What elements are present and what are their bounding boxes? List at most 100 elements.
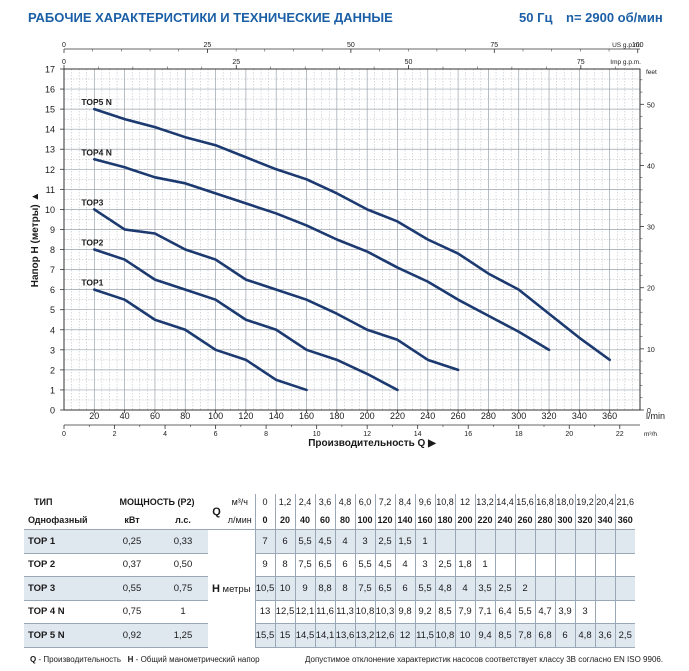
curve-top5-n bbox=[93, 107, 611, 362]
row-head-value: 8,8 bbox=[314, 576, 335, 601]
row-head-value: 8 bbox=[274, 553, 295, 577]
y-tick-label: 17 bbox=[45, 65, 55, 75]
speed-label: n= 2900 об/мин bbox=[566, 10, 663, 25]
q-m3h-value: 20,4 bbox=[594, 494, 615, 510]
subheader-hp: л.с. bbox=[158, 510, 208, 530]
q-m3h-value: 13,2 bbox=[474, 494, 495, 510]
q-m3h-value: 0 bbox=[254, 494, 275, 510]
us-gpm-unit-label: US g.p.m. bbox=[612, 42, 641, 49]
row-head-value bbox=[594, 553, 615, 577]
row-head-value bbox=[574, 529, 595, 554]
row-head-value: 9 bbox=[254, 553, 275, 577]
x-tick-label: 20 bbox=[89, 411, 99, 421]
row-head-value: 6 bbox=[394, 576, 415, 601]
y-tick-label: 5 bbox=[50, 305, 55, 315]
row-head-value: 8,5 bbox=[494, 623, 515, 648]
chart-grid bbox=[64, 69, 640, 410]
row-head-value bbox=[554, 553, 575, 577]
m3h-tick-label: 20 bbox=[565, 431, 573, 438]
row-power-kw: 0,75 bbox=[106, 600, 158, 624]
row-power-hp: 1 bbox=[158, 600, 208, 624]
footer-q-text: - Производительность bbox=[36, 655, 121, 664]
row-head-value bbox=[534, 576, 555, 601]
y-tick-label: 7 bbox=[50, 265, 55, 275]
header-power: МОЩНОСТЬ (P2) bbox=[119, 497, 195, 507]
feet-tick-label: 10 bbox=[647, 347, 655, 354]
x-tick-label: 60 bbox=[150, 411, 160, 421]
us-gpm-tick-label: 25 bbox=[204, 42, 212, 49]
q-lmin-value: 60 bbox=[314, 510, 335, 530]
q-m3h-value: 2,4 bbox=[294, 494, 315, 510]
curve-top3 bbox=[93, 208, 460, 372]
row-head-value bbox=[474, 529, 495, 554]
row-power-hp: 1,25 bbox=[158, 623, 208, 648]
feet-unit-label: feet bbox=[646, 69, 657, 76]
m3h-tick-label: 2 bbox=[113, 431, 117, 438]
m3h-tick-label: 12 bbox=[363, 431, 371, 438]
row-head-value: 3 bbox=[414, 553, 435, 577]
x-tick-label: 280 bbox=[481, 411, 496, 421]
us-gpm-tick-label: 75 bbox=[490, 42, 498, 49]
curve-label: TOP3 bbox=[81, 197, 103, 207]
y-tick-label: 9 bbox=[50, 225, 55, 235]
row-head-value: 12,1 bbox=[294, 600, 315, 624]
q-lmin-value: 40 bbox=[294, 510, 315, 530]
row-head-value: 7,8 bbox=[514, 623, 535, 648]
curve-top2 bbox=[93, 248, 399, 392]
row-head-value: 14,5 bbox=[294, 623, 315, 648]
x-tick-label: 160 bbox=[299, 411, 314, 421]
subheader-type: Однофазный bbox=[24, 510, 106, 530]
curve-label: TOP5 N bbox=[81, 97, 112, 107]
footer-h-text: - Общий манометрический напор bbox=[133, 655, 260, 664]
row-power-kw: 0,92 bbox=[106, 623, 158, 648]
table-row: TOP 1 0,25 0,33 H метры 7 6 5,5 4,5 4 3 2,5 1,5 1 bbox=[24, 529, 635, 647]
x-axis-title: Производительность Q ▶ bbox=[308, 438, 437, 449]
row-head-value: 11,6 bbox=[314, 600, 335, 624]
m3h-tick-label: 6 bbox=[214, 431, 218, 438]
y-tick-label: 16 bbox=[45, 85, 55, 95]
row-head-value: 6,8 bbox=[534, 623, 555, 648]
q-m3h-value: 14,4 bbox=[494, 494, 515, 510]
m3h-tick-label: 22 bbox=[616, 431, 624, 438]
table-row: TOP 2 0,37 0,50 9 8 7,5 6,5 6 5,5 4,5 4 3 2,5 1,8 1 bbox=[24, 553, 635, 577]
row-power-hp: 0,75 bbox=[158, 576, 208, 601]
row-head-value: 10 bbox=[454, 623, 475, 648]
row-head-value: 10 bbox=[274, 576, 295, 601]
y-tick-label: 11 bbox=[46, 185, 55, 195]
q-m3h-value: 6,0 bbox=[354, 494, 375, 510]
row-head-value: 2,5 bbox=[434, 553, 455, 577]
y-tick-label: 8 bbox=[50, 245, 55, 255]
q-lmin-value: 160 bbox=[414, 510, 435, 530]
x-tick-label: 180 bbox=[329, 411, 344, 421]
m3h-tick-label: 10 bbox=[313, 431, 321, 438]
x-tick-label: 320 bbox=[542, 411, 557, 421]
feet-tick-label: 20 bbox=[647, 286, 655, 293]
q-lmin-value: 220 bbox=[474, 510, 495, 530]
row-model-name: TOP 1 bbox=[24, 529, 106, 554]
row-power-kw: 0,55 bbox=[106, 576, 158, 601]
row-head-value bbox=[534, 529, 555, 554]
row-head-value bbox=[614, 600, 635, 624]
row-head-value: 5,5 bbox=[514, 600, 535, 624]
q-lmin-value: 360 bbox=[614, 510, 635, 530]
row-head-value: 1,5 bbox=[394, 529, 415, 554]
table-subheader-row: Однофазный кВт л.с. л/мин 0 20 40 60 80 100 120 140… bbox=[24, 510, 635, 530]
x-tick-label: 80 bbox=[180, 411, 190, 421]
row-head-value: 3,9 bbox=[554, 600, 575, 624]
row-head-value: 4 bbox=[454, 576, 475, 601]
row-head-value: 10,8 bbox=[354, 600, 375, 624]
q-m3h-value: 12 bbox=[454, 494, 475, 510]
chart-curves: TOP1 TOP2 TOP3 TOP4 N TOP5 N bbox=[81, 97, 611, 392]
q-lmin-value: 260 bbox=[514, 510, 535, 530]
x-tick-label: 300 bbox=[511, 411, 526, 421]
row-head-value bbox=[534, 553, 555, 577]
imp-gpm-tick-label: 0 bbox=[62, 59, 66, 66]
h-unit: метры bbox=[219, 583, 251, 595]
y-tick-label: 2 bbox=[50, 365, 55, 375]
q-m3h-value: 8,4 bbox=[394, 494, 415, 510]
row-head-value bbox=[594, 529, 615, 554]
x-tick-label: 200 bbox=[360, 411, 375, 421]
